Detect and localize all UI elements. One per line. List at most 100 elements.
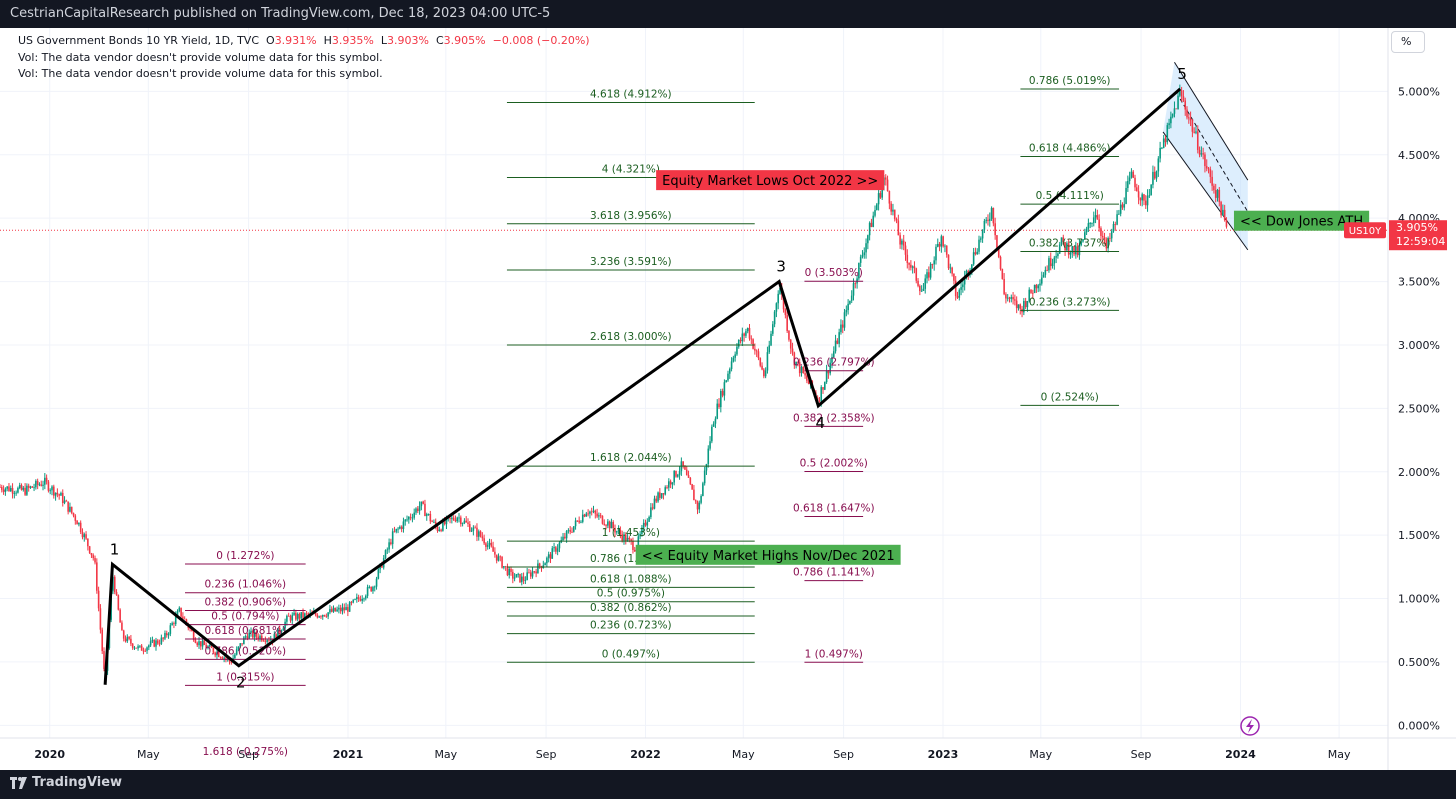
candle-body	[551, 548, 554, 559]
candle-body	[390, 542, 392, 545]
candle-body	[327, 612, 329, 617]
candle-body	[282, 628, 285, 631]
candle-body	[485, 543, 487, 547]
candle-body	[130, 638, 132, 644]
candle-body	[971, 264, 973, 270]
price-chart[interactable]: 0.000% 0.500% 1.000% 1.500% 2.000% 2.500% 3.00…	[0, 28, 1456, 770]
candle-body	[544, 563, 546, 566]
candle-body	[685, 469, 688, 476]
candle-body	[370, 586, 372, 592]
candle-body	[800, 366, 803, 374]
candle-body	[892, 209, 894, 212]
candle-body	[273, 634, 276, 643]
candle-body	[1184, 100, 1187, 110]
wave-label: 2	[236, 674, 246, 692]
candle-body	[1017, 304, 1020, 309]
candle-body	[336, 609, 338, 612]
candle-body	[788, 330, 790, 340]
candle-body	[1101, 235, 1104, 238]
candle-body	[804, 373, 806, 376]
candle-body	[280, 630, 283, 633]
candle-body	[11, 488, 14, 494]
candle-body	[1204, 154, 1206, 167]
candle-body	[1195, 131, 1197, 133]
candle-body	[318, 616, 320, 618]
candle-body	[562, 536, 564, 541]
candle-body	[564, 536, 566, 539]
candle-body	[246, 636, 249, 639]
candle-body	[497, 556, 500, 561]
candle-body	[594, 510, 597, 514]
candle-body	[192, 631, 195, 640]
candle-body	[651, 507, 654, 509]
candle-body	[901, 240, 903, 245]
y-tick-label: 3.000%	[1398, 339, 1440, 352]
candle-body	[1139, 197, 1142, 201]
candle-body	[610, 521, 613, 529]
tradingview-brand[interactable]: TradingView	[10, 775, 122, 790]
y-tick-label: 1.000%	[1398, 593, 1440, 606]
countdown-label: 12:59:04	[1396, 235, 1445, 248]
legend-low-label: L	[380, 34, 388, 47]
candle-body	[92, 555, 95, 559]
candle-body	[67, 501, 69, 512]
candle-body	[223, 657, 225, 659]
candle-body	[230, 661, 233, 663]
candle-body	[1127, 181, 1129, 188]
annotation-box: Equity Market Lows Oct 2022 >>	[656, 170, 885, 191]
candle-body	[79, 522, 82, 533]
candle-body	[451, 517, 453, 519]
candle-body	[413, 512, 415, 518]
candle-body	[216, 652, 218, 656]
candle-body	[614, 528, 616, 533]
candle-body	[569, 530, 571, 532]
candle-body	[782, 294, 785, 310]
candle-body	[793, 352, 796, 366]
candle-body	[171, 623, 173, 626]
candle-body	[1075, 246, 1077, 255]
candle-body	[517, 573, 519, 575]
percent-scale-button[interactable]: %	[1391, 31, 1425, 53]
candle-body	[581, 514, 584, 522]
candle-body	[113, 576, 116, 593]
candle-body	[603, 523, 606, 526]
candle-body	[732, 357, 735, 362]
candle-body	[35, 480, 37, 488]
candle-body	[1042, 274, 1045, 278]
channel-mid-line	[1179, 98, 1249, 213]
candle-body	[1191, 120, 1194, 132]
candle-body	[429, 513, 432, 522]
candle-body	[754, 348, 756, 351]
annotation-background	[1233, 210, 1370, 231]
candle-body	[219, 656, 222, 658]
candle-body	[926, 272, 928, 279]
chart-area[interactable]: 0.000% 0.500% 1.000% 1.500% 2.000% 2.500% 3.00…	[0, 28, 1456, 770]
candle-body	[556, 548, 559, 552]
candle-body	[1091, 222, 1093, 224]
candle-body	[841, 324, 844, 328]
x-tick-label: 2022	[630, 748, 661, 761]
candle-body	[320, 616, 322, 618]
candle-body	[354, 599, 356, 600]
candle-body	[1150, 184, 1152, 196]
candle-body	[139, 645, 141, 647]
candle-body	[1146, 195, 1149, 206]
candle-body	[467, 522, 469, 525]
candle-body	[425, 514, 428, 517]
candle-body	[827, 370, 830, 374]
annotation-text: Equity Market Lows Oct 2022 >>	[662, 174, 878, 189]
candle-body	[1128, 177, 1131, 182]
candle-body	[854, 283, 857, 285]
candle-body	[669, 481, 672, 485]
candle-body	[85, 534, 87, 539]
candle-body	[58, 494, 60, 496]
candle-body	[6, 486, 8, 489]
candle-body	[824, 382, 826, 390]
candle-body	[200, 641, 202, 647]
candle-body	[917, 280, 919, 286]
candle-body	[122, 630, 125, 639]
candle-body	[714, 418, 717, 424]
symbol-legend: US Government Bonds 10 YR Yield, 1D, TVC…	[18, 34, 590, 47]
candle-body	[1103, 237, 1106, 240]
candle-body	[1109, 237, 1111, 239]
